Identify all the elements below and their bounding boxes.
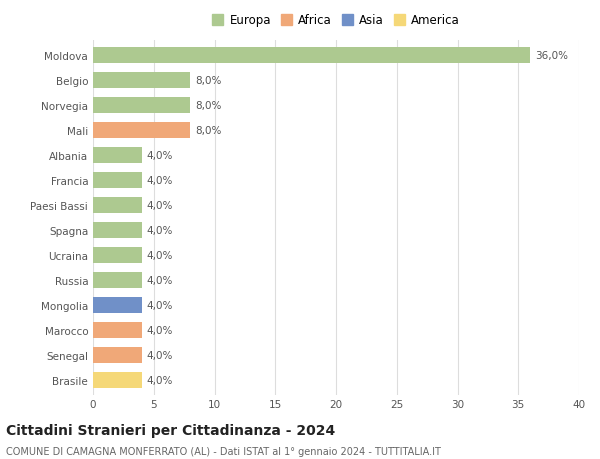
Text: 4,0%: 4,0% <box>146 201 173 211</box>
Text: 4,0%: 4,0% <box>146 375 173 385</box>
Bar <box>93 148 142 164</box>
Legend: Europa, Africa, Asia, America: Europa, Africa, Asia, America <box>209 12 463 29</box>
Text: 4,0%: 4,0% <box>146 325 173 335</box>
Bar <box>93 247 142 263</box>
Bar <box>93 372 142 388</box>
Text: 8,0%: 8,0% <box>195 76 221 86</box>
Text: 8,0%: 8,0% <box>195 126 221 136</box>
Text: Cittadini Stranieri per Cittadinanza - 2024: Cittadini Stranieri per Cittadinanza - 2… <box>6 423 335 437</box>
Text: 4,0%: 4,0% <box>146 225 173 235</box>
Bar <box>93 98 190 114</box>
Bar <box>93 197 142 214</box>
Bar <box>93 173 142 189</box>
Text: 8,0%: 8,0% <box>195 101 221 111</box>
Bar <box>93 48 530 64</box>
Bar <box>93 297 142 313</box>
Bar <box>93 322 142 338</box>
Text: 4,0%: 4,0% <box>146 350 173 360</box>
Text: 36,0%: 36,0% <box>535 51 568 61</box>
Text: 4,0%: 4,0% <box>146 275 173 285</box>
Bar <box>93 123 190 139</box>
Bar <box>93 272 142 288</box>
Bar <box>93 73 190 89</box>
Bar <box>93 222 142 239</box>
Text: 4,0%: 4,0% <box>146 250 173 260</box>
Text: 4,0%: 4,0% <box>146 151 173 161</box>
Text: COMUNE DI CAMAGNA MONFERRATO (AL) - Dati ISTAT al 1° gennaio 2024 - TUTTITALIA.I: COMUNE DI CAMAGNA MONFERRATO (AL) - Dati… <box>6 447 441 456</box>
Text: 4,0%: 4,0% <box>146 300 173 310</box>
Bar <box>93 347 142 363</box>
Text: 4,0%: 4,0% <box>146 176 173 186</box>
